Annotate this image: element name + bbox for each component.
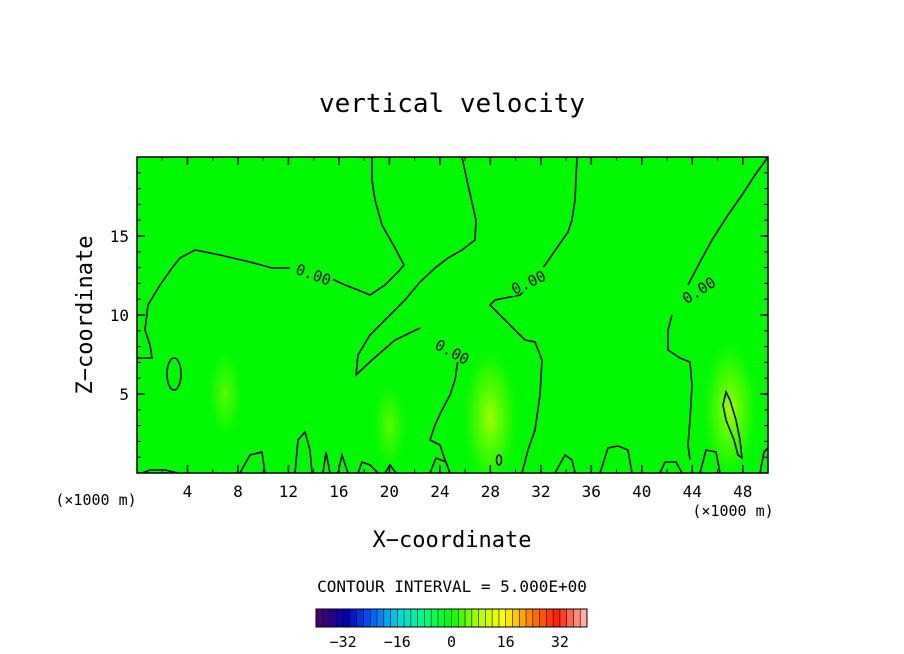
zero-contours xyxy=(137,157,768,473)
colorbar: −32 −16 0 16 32 xyxy=(315,608,588,651)
colorbar-swatch xyxy=(492,609,500,627)
colorbar-swatch xyxy=(431,609,439,627)
colorbar-tick-label: −32 xyxy=(330,633,357,651)
colorbar-swatch xyxy=(404,609,412,627)
colorbar-tick-label: 16 xyxy=(497,633,515,651)
x-tick-label: 20 xyxy=(380,482,399,501)
plot-area: 0.00 0.000.000.00 4 8 12 16 20 24 28 32 36 40 44 485… xyxy=(110,156,769,501)
contour-interval-text: CONTOUR INTERVAL = 5.000E+00 xyxy=(317,577,587,596)
x-tick-label: 28 xyxy=(481,482,500,501)
contour-line xyxy=(137,157,405,359)
x-tick-label: 16 xyxy=(329,482,348,501)
colorbar-swatch xyxy=(546,609,554,627)
field-background xyxy=(137,157,768,473)
updraft-core-3 xyxy=(371,378,408,473)
updraft-core-1 xyxy=(700,334,760,473)
contour-label-bg xyxy=(676,271,720,307)
x-tick-label: 12 xyxy=(279,482,298,501)
colorbar-swatch xyxy=(444,609,452,627)
contour-label-bg xyxy=(431,334,475,367)
contour-closed xyxy=(495,454,503,466)
contour-label-bg xyxy=(292,258,336,288)
colorbar-swatch xyxy=(559,609,568,627)
x-tick-label: 24 xyxy=(430,482,449,501)
colorbar-swatch xyxy=(349,609,358,627)
colorbar-swatch xyxy=(498,609,507,627)
colorbar-swatch xyxy=(437,609,446,627)
colorbar-swatch xyxy=(322,609,331,627)
colorbar-swatch xyxy=(512,609,520,627)
colorbar-swatch xyxy=(539,609,547,627)
x-tick-label: 4 xyxy=(183,482,193,501)
colorbar-swatch xyxy=(356,609,364,627)
colorbar-swatch xyxy=(526,609,534,627)
colorbar-swatch xyxy=(458,609,466,627)
y-tick-label: 5 xyxy=(119,385,129,404)
x-tick-label: 8 xyxy=(233,482,243,501)
x-tick-label: 44 xyxy=(683,482,702,501)
colorbar-swatch xyxy=(553,609,561,627)
x-tick-label: 32 xyxy=(531,482,550,501)
contour-line xyxy=(139,430,768,473)
updraft-core-2 xyxy=(207,347,244,441)
colorbar-swatch xyxy=(580,609,588,627)
colorbar-swatch xyxy=(451,609,459,627)
y-axis-label: Z−coordinate xyxy=(73,236,98,395)
colorbar-tick-label: 32 xyxy=(551,633,569,651)
x-tick-label: 36 xyxy=(582,482,601,501)
colorbar-swatch xyxy=(383,609,392,627)
y-tick-label: 15 xyxy=(110,227,129,246)
colorbar-swatch xyxy=(370,609,378,627)
colorbar-swatch xyxy=(390,609,398,627)
colorbar-swatch xyxy=(573,609,581,627)
y-unit-label: (×1000 m) xyxy=(55,491,136,509)
updraft-core-0 xyxy=(460,342,520,473)
contour-closed xyxy=(166,357,182,391)
contour-line xyxy=(667,157,768,461)
contour-closed xyxy=(722,389,743,460)
colorbar-swatch xyxy=(532,609,541,627)
colorbar-swatch xyxy=(485,609,493,627)
colorbar-swatch xyxy=(505,609,513,627)
colorbar-swatch xyxy=(465,609,473,627)
colorbar-swatch xyxy=(410,609,419,627)
colorbar-swatch xyxy=(519,609,527,627)
colorbar-frame xyxy=(315,608,588,628)
colorbar-swatch xyxy=(566,609,574,627)
colorbar-swatch xyxy=(329,609,337,627)
colorbar-swatch xyxy=(424,609,432,627)
x-tick-label: 48 xyxy=(733,482,752,501)
colorbar-swatch xyxy=(471,609,480,627)
x-axis-label: X−coordinate xyxy=(373,528,532,553)
colorbar-swatch xyxy=(363,609,371,627)
contour-label-bg xyxy=(506,265,550,297)
colorbar-swatch xyxy=(336,609,344,627)
colorbar-swatch xyxy=(316,609,324,627)
x-unit-label: (×1000 m) xyxy=(692,502,773,520)
colorbar-tick-label: −16 xyxy=(384,633,411,651)
colorbar-tick-label: 0 xyxy=(447,633,456,651)
colorbar-swatch xyxy=(397,609,405,627)
colorbar-swatch xyxy=(417,609,425,627)
x-tick-label: 40 xyxy=(632,482,651,501)
chart-title: vertical velocity xyxy=(319,89,585,119)
contour-line xyxy=(354,157,477,473)
updraft-highlights xyxy=(207,334,760,473)
colorbar-swatch xyxy=(376,609,385,627)
colorbar-swatch xyxy=(478,609,486,627)
contour-line xyxy=(488,157,578,473)
colorbar-swatch xyxy=(343,609,351,627)
y-tick-label: 10 xyxy=(110,306,129,325)
